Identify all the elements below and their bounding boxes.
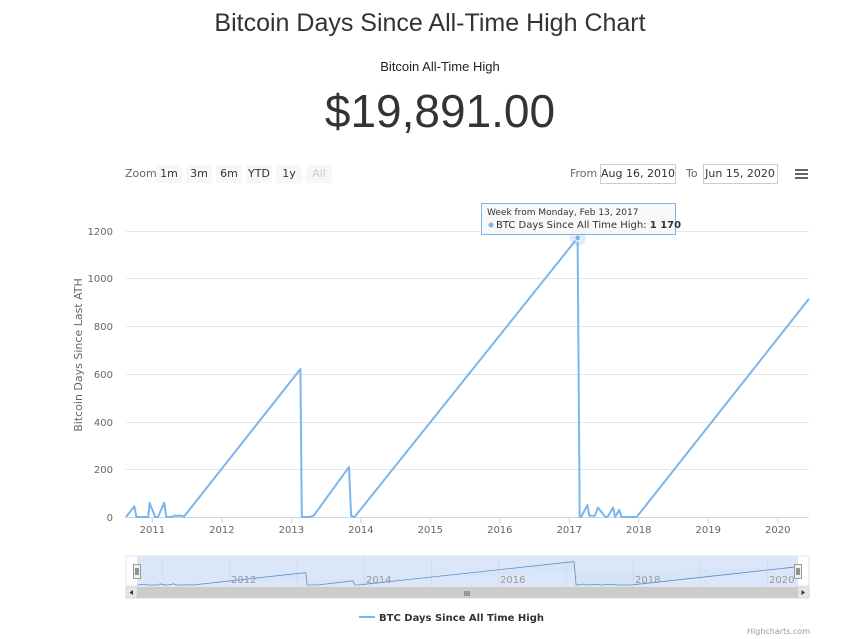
to-date-value: Jun 15, 2020 (704, 167, 775, 180)
zoom-button-1m[interactable]: 1m (156, 165, 182, 183)
arrow-left-icon[interactable] (125, 586, 138, 599)
plot-grid (126, 231, 809, 518)
x-tick-label: 2019 (696, 525, 721, 536)
y-tick-label: 1000 (88, 274, 113, 285)
to-label: To (685, 167, 698, 180)
navigator-year: 2012 (231, 575, 256, 586)
navigator-year: 2020 (769, 575, 794, 586)
hover-point[interactable] (574, 234, 582, 242)
navigator-year: 2014 (366, 575, 391, 586)
navigator-series-line (136, 561, 799, 586)
navigator-grid (162, 556, 769, 586)
zoom-button-label: All (312, 167, 326, 180)
from-date-value: Aug 16, 2010 (601, 167, 675, 180)
ath-subtitle: Bitcoin All-Time High (380, 59, 500, 74)
arrow-right-icon[interactable] (797, 586, 810, 599)
zoom-button-ytd[interactable]: YTD (246, 165, 272, 183)
zoom-button-all[interactable]: All (306, 165, 332, 183)
y-tick-label: 800 (94, 322, 113, 333)
x-tick-label: 2011 (140, 525, 165, 536)
ath-price: $19,891.00 (324, 85, 556, 137)
y-tick-label: 400 (94, 418, 113, 429)
x-tick-label: 2016 (487, 525, 512, 536)
series-line-btc-days[interactable] (125, 236, 810, 518)
x-axis-ticks: 2011 2012 2013 2014 2015 2016 2017 2018 2019 2020 (140, 517, 790, 536)
y-tick-label: 1200 (88, 227, 113, 238)
x-tick-label: 2014 (348, 525, 373, 536)
zoom-button-3m[interactable]: 3m (186, 165, 212, 183)
legend-label: BTC Days Since All Time High (379, 613, 544, 624)
navigator-year: 2016 (500, 575, 525, 586)
zoom-button-label: 6m (220, 167, 238, 180)
tooltip-series-dot (488, 222, 494, 228)
x-tick-label: 2018 (626, 525, 651, 536)
x-tick-label: 2012 (209, 525, 234, 536)
y-tick-label: 200 (94, 465, 113, 476)
y-axis-ticks: 0 200 400 600 800 1000 1200 (88, 227, 113, 524)
to-date-input[interactable]: Jun 15, 2020 (703, 164, 778, 184)
navigator-left-handle[interactable] (133, 564, 141, 579)
from-date-input[interactable]: Aug 16, 2010 (600, 164, 676, 184)
zoom-button-label: YTD (247, 167, 270, 180)
zoom-label: Zoom (125, 167, 157, 180)
y-tick-label: 600 (94, 370, 113, 381)
zoom-button-label: 1y (282, 167, 296, 180)
scrollbar-thumb[interactable] (137, 587, 798, 598)
navigator-year: 2018 (635, 575, 660, 586)
zoom-button-6m[interactable]: 6m (216, 165, 242, 183)
page-title: Bitcoin Days Since All-Time High Chart (214, 9, 646, 37)
hamburger-menu-icon[interactable] (793, 166, 811, 182)
tooltip: Week from Monday, Feb 13, 2017 BTC Days … (481, 203, 681, 235)
x-tick-label: 2020 (765, 525, 790, 536)
scrollbar[interactable]: III (125, 586, 810, 599)
scrollbar-grip: III (464, 590, 470, 598)
x-tick-label: 2015 (418, 525, 443, 536)
y-tick-label: 0 (107, 513, 113, 524)
zoom-button-label: 3m (190, 167, 208, 180)
navigator-right-handle[interactable] (794, 564, 802, 579)
x-tick-label: 2017 (557, 525, 582, 536)
navigator[interactable]: 2012 2014 2016 2018 2020 (125, 555, 810, 587)
legend-item-btc-days[interactable]: BTC Days Since All Time High (359, 613, 544, 624)
tooltip-header: Week from Monday, Feb 13, 2017 (487, 208, 638, 218)
navigator-selection[interactable] (137, 556, 798, 586)
y-axis-label: Bitcoin Days Since Last ATH (72, 278, 85, 432)
tooltip-series: BTC Days Since All Time High: 1 170 (496, 220, 681, 231)
zoom-button-label: 1m (160, 167, 178, 180)
zoom-button-1y[interactable]: 1y (276, 165, 302, 183)
from-label: From (570, 167, 597, 180)
x-tick-label: 2013 (279, 525, 304, 536)
credits-link[interactable]: Highcharts.com (747, 627, 810, 636)
